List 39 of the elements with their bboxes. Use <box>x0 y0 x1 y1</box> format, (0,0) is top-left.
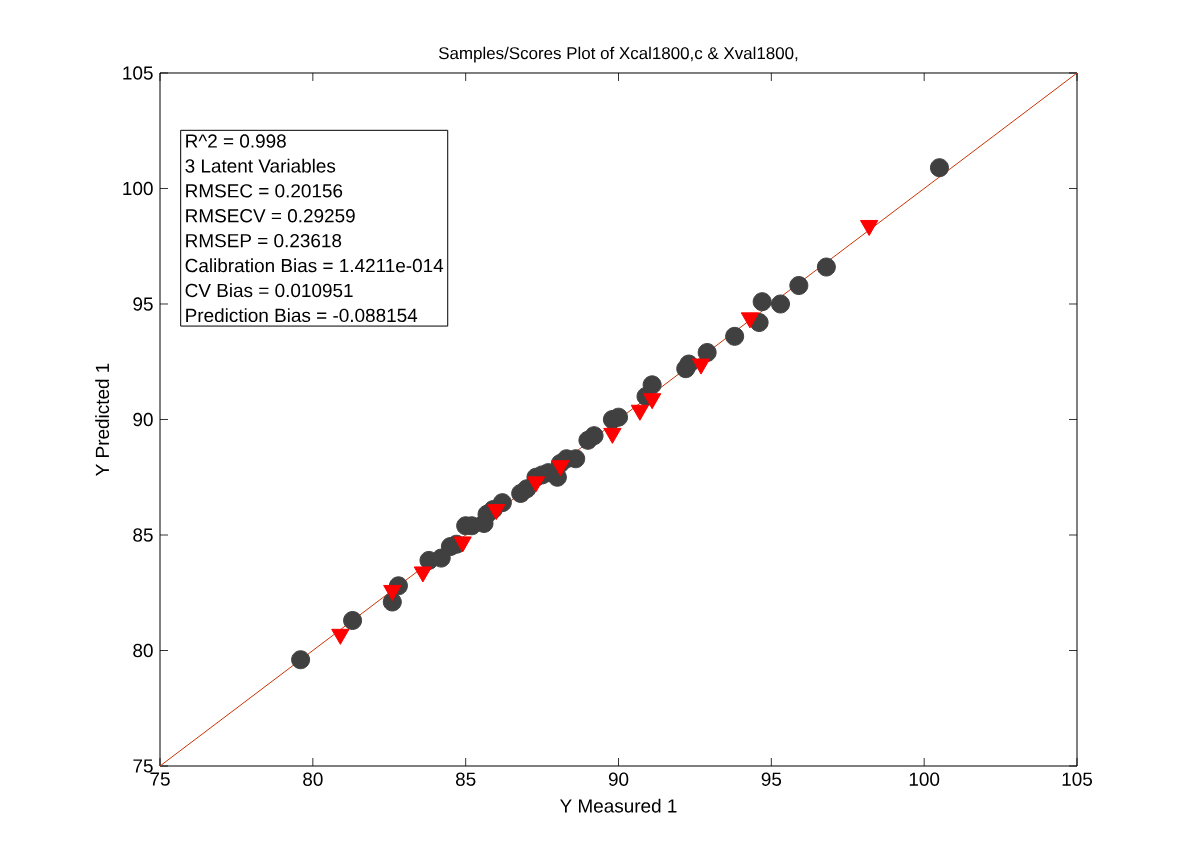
point <box>771 294 791 314</box>
point <box>816 257 836 277</box>
annotation: Prediction Bias = -0.088154 <box>186 308 418 323</box>
point <box>383 584 402 601</box>
y-tick-label: 75 <box>133 759 153 773</box>
x-tick-label: 80 <box>303 772 323 786</box>
point <box>929 158 949 178</box>
x-tick-label: 75 <box>150 772 170 786</box>
y-tick-label: 100 <box>123 181 153 196</box>
x-tick-label: 95 <box>761 772 782 786</box>
y-axis-title: Y Predicted 1 <box>95 363 110 476</box>
point <box>291 650 311 670</box>
point <box>725 326 745 346</box>
point <box>752 292 772 312</box>
x-axis-title: Y Measured 1 <box>560 798 677 813</box>
x-tick-label: 85 <box>455 772 476 786</box>
y-tick-label: 90 <box>133 412 153 427</box>
point <box>859 219 879 236</box>
y-tick-label: 85 <box>133 528 153 542</box>
annotation: R^2 = 0.998 <box>186 134 286 148</box>
x-tick-label: 90 <box>608 772 629 786</box>
x-tick-label: 105 <box>1062 772 1092 786</box>
point <box>603 427 622 444</box>
annotation: CV Bias = 0.010951 <box>185 283 353 298</box>
y-tick-label: 105 <box>123 66 153 80</box>
point <box>343 610 363 630</box>
annotation: Calibration Bias = 1.4211e-014 <box>185 258 444 273</box>
y-tick-label: 80 <box>133 643 153 658</box>
point <box>584 426 604 446</box>
chart-title: Samples/Scores Plot of Xcal1800,c & Xval1800, <box>438 46 798 63</box>
annotation: RMSEC = 0.20156 <box>186 184 343 198</box>
annotation: RMSEP = 0.23618 <box>186 233 342 248</box>
x-tick-label: 100 <box>909 772 940 786</box>
annotation: RMSECV = 0.29259 <box>186 209 355 223</box>
annotation: 3 Latent Variables <box>185 158 336 173</box>
point <box>789 276 809 296</box>
point <box>642 375 662 395</box>
point <box>609 407 628 427</box>
y-tick-label: 95 <box>133 297 153 311</box>
